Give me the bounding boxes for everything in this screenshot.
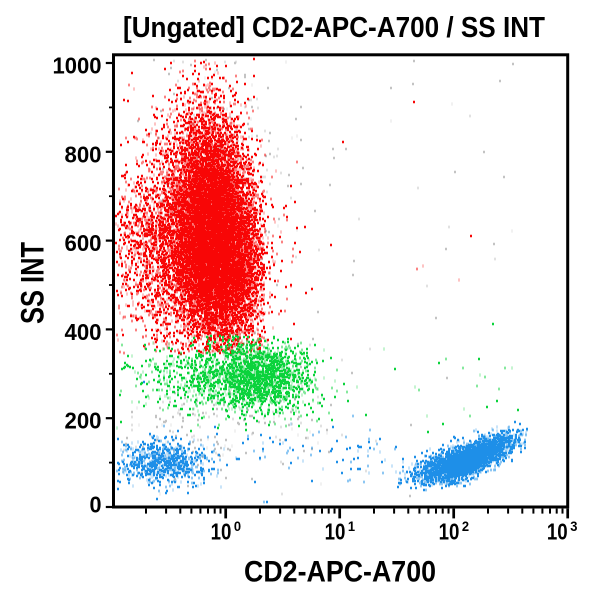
svg-text:3: 3	[570, 519, 578, 534]
svg-text:0: 0	[234, 519, 241, 534]
svg-text:10: 10	[325, 519, 346, 545]
svg-text:10: 10	[547, 519, 568, 545]
svg-text:10: 10	[211, 519, 232, 545]
svg-text:SS INT: SS INT	[15, 242, 51, 324]
svg-text:0: 0	[90, 492, 102, 518]
svg-text:2: 2	[462, 519, 469, 534]
svg-text:400: 400	[65, 319, 102, 345]
svg-text:800: 800	[65, 141, 102, 167]
svg-text:[Ungated] CD2-APC-A700 / SS IN: [Ungated] CD2-APC-A700 / SS INT	[123, 12, 545, 44]
svg-text:1000: 1000	[53, 53, 102, 79]
svg-text:600: 600	[65, 230, 102, 256]
svg-text:10: 10	[439, 519, 460, 545]
svg-text:1: 1	[348, 519, 356, 534]
svg-text:CD2-APC-A700: CD2-APC-A700	[244, 556, 436, 589]
svg-text:200: 200	[65, 408, 102, 434]
